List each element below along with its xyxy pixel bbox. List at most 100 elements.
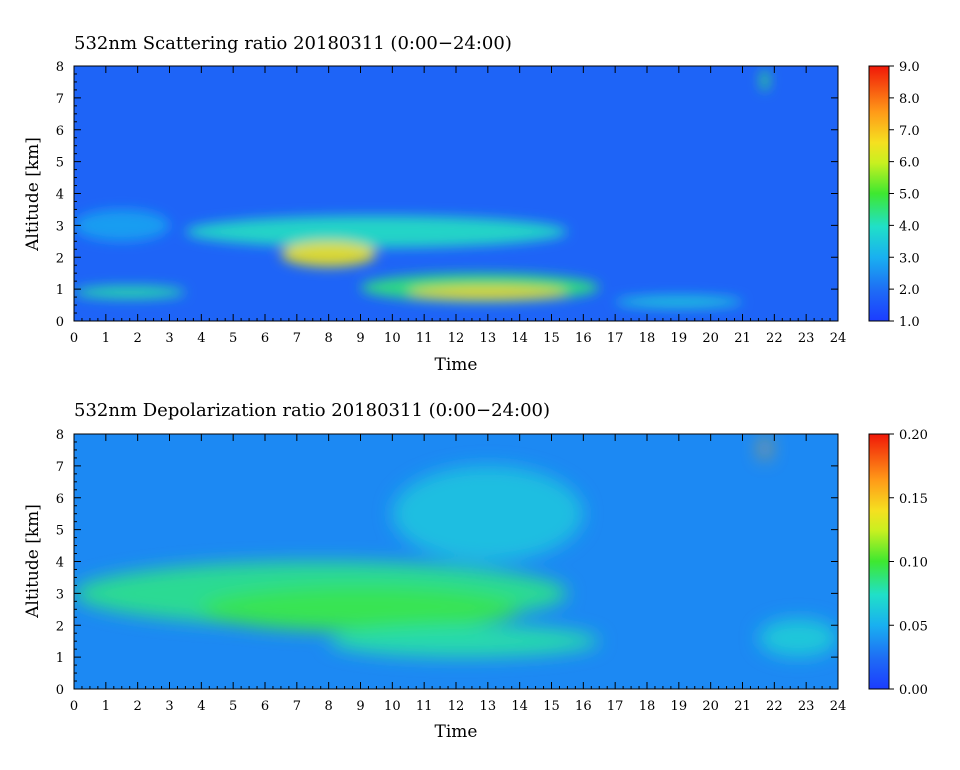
x-axis-label: Time [435, 355, 478, 375]
x-tick-label: 5 [229, 699, 237, 714]
colorbar-tick-label: 0.10 [899, 556, 928, 571]
y-tick-label: 6 [56, 492, 64, 507]
x-axis-label: Time [435, 722, 478, 742]
x-tick-label: 23 [798, 699, 815, 714]
x-tick-label: 2 [134, 331, 142, 346]
heatmap-feature [758, 618, 838, 658]
x-tick-label: 13 [480, 699, 497, 714]
y-tick-label: 5 [56, 156, 64, 171]
x-tick-label: 24 [830, 699, 847, 714]
x-tick-label: 4 [197, 699, 205, 714]
y-tick-label: 8 [56, 428, 64, 443]
x-tick-label: 6 [261, 699, 269, 714]
x-tick-label: 23 [798, 331, 815, 346]
x-tick-label: 18 [639, 699, 656, 714]
x-tick-label: 6 [261, 331, 269, 346]
x-tick-label: 12 [448, 331, 465, 346]
y-tick-label: 2 [56, 251, 64, 266]
x-tick-label: 21 [734, 699, 751, 714]
colorbar-tick-label: 6.0 [899, 156, 920, 171]
chart-title: 532nm Scattering ratio 20180311 (0:00−24… [74, 33, 512, 54]
heatmap-feature [408, 285, 568, 299]
y-axis-label: Altitude [km] [23, 137, 43, 252]
x-tick-label: 10 [384, 699, 401, 714]
y-tick-label: 4 [56, 188, 64, 203]
y-axis-label: Altitude [km] [23, 504, 43, 619]
colorbar-tick-label: 1.0 [899, 315, 920, 330]
x-tick-label: 17 [607, 699, 624, 714]
x-tick-label: 9 [356, 699, 364, 714]
colorbar [868, 433, 890, 690]
x-tick-label: 20 [702, 699, 719, 714]
depolarization-ratio-panel: 532nm Depolarization ratio 20180311 (0:0… [23, 400, 928, 742]
y-tick-label: 2 [56, 619, 64, 634]
colorbar-tick-label: 0.20 [899, 428, 928, 443]
y-tick-label: 0 [56, 683, 64, 698]
x-tick-label: 15 [543, 699, 560, 714]
heatmap-feature [760, 69, 769, 92]
x-tick-label: 15 [543, 331, 560, 346]
heatmap-feature [74, 285, 186, 299]
x-tick-label: 7 [293, 699, 301, 714]
colorbar [868, 65, 890, 322]
x-tick-label: 3 [165, 331, 173, 346]
x-tick-label: 20 [702, 331, 719, 346]
x-tick-label: 7 [293, 331, 301, 346]
colorbar-tick-label: 0.00 [899, 683, 928, 698]
colorbar-tick-label: 9.0 [899, 60, 920, 75]
colorbar-tick-label: 5.0 [899, 188, 920, 203]
x-tick-label: 2 [134, 699, 142, 714]
x-tick-label: 1 [102, 699, 110, 714]
colorbar-tick-label: 3.0 [899, 251, 920, 266]
heatmap-feature [392, 465, 584, 562]
colorbar-tick-label: 0.15 [899, 492, 928, 507]
x-tick-label: 9 [356, 331, 364, 346]
y-tick-label: 5 [56, 524, 64, 539]
x-tick-label: 5 [229, 331, 237, 346]
x-tick-label: 21 [734, 331, 751, 346]
heatmap-feature [328, 625, 600, 658]
y-tick-label: 1 [56, 651, 64, 666]
x-tick-label: 8 [325, 699, 333, 714]
colorbar-tick-label: 8.0 [899, 92, 920, 107]
x-tick-label: 8 [325, 331, 333, 346]
y-tick-label: 1 [56, 283, 64, 298]
x-tick-label: 24 [830, 331, 847, 346]
y-tick-label: 7 [56, 460, 64, 475]
colorbar-tick-label: 4.0 [899, 219, 920, 234]
heatmap-feature [201, 587, 520, 632]
x-tick-label: 0 [70, 331, 78, 346]
x-tick-label: 14 [511, 699, 528, 714]
x-tick-label: 22 [766, 331, 783, 346]
heatmap-feature [760, 437, 769, 460]
y-tick-label: 4 [56, 556, 64, 571]
heatmap-feature [280, 241, 377, 267]
x-tick-label: 0 [70, 699, 78, 714]
x-tick-label: 18 [639, 331, 656, 346]
x-tick-label: 13 [480, 331, 497, 346]
x-tick-label: 12 [448, 699, 465, 714]
x-tick-label: 14 [511, 331, 528, 346]
x-tick-label: 16 [575, 331, 592, 346]
x-tick-label: 19 [671, 331, 688, 346]
colorbar-tick-label: 7.0 [899, 124, 920, 139]
y-tick-label: 0 [56, 315, 64, 330]
x-tick-label: 19 [671, 699, 688, 714]
x-tick-label: 16 [575, 699, 592, 714]
x-tick-label: 10 [384, 331, 401, 346]
x-tick-label: 17 [607, 331, 624, 346]
x-tick-label: 3 [165, 699, 173, 714]
y-tick-label: 3 [56, 219, 64, 234]
x-tick-label: 11 [416, 331, 433, 346]
x-tick-label: 4 [197, 331, 205, 346]
chart-title: 532nm Depolarization ratio 20180311 (0:0… [74, 400, 550, 421]
y-tick-label: 3 [56, 587, 64, 602]
scattering-ratio-panel: 532nm Scattering ratio 20180311 (0:00−24… [23, 33, 920, 375]
y-tick-label: 8 [56, 60, 64, 75]
x-tick-label: 1 [102, 331, 110, 346]
colorbar-tick-label: 0.05 [899, 619, 928, 634]
y-tick-label: 6 [56, 124, 64, 139]
heatmap-feature [185, 215, 568, 248]
heatmap-feature [74, 209, 170, 242]
